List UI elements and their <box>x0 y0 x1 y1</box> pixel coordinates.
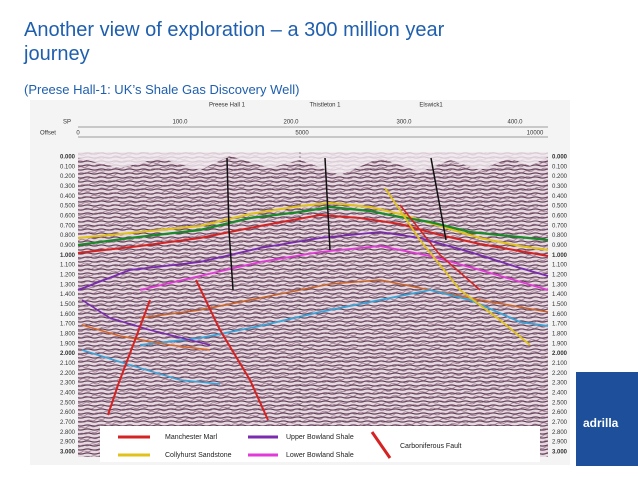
time-label: 0.400 <box>60 194 76 200</box>
time-label: 3.000 <box>552 450 568 456</box>
time-label: 0.500 <box>552 204 568 210</box>
legend-label: Lower Bowland Shale <box>286 452 354 459</box>
offset-tick: 5000 <box>295 131 309 137</box>
time-label: 0.500 <box>60 204 76 210</box>
time-label: 1.100 <box>552 263 568 269</box>
legend: Manchester Marl Collyhurst Sandstone Upp… <box>100 426 540 462</box>
time-label: 2.600 <box>60 410 76 416</box>
well-name: Preese Hall 1 <box>209 103 246 109</box>
time-label: 1.000 <box>60 253 76 259</box>
time-label: 1.300 <box>60 282 76 288</box>
time-label: 0.800 <box>552 233 568 239</box>
time-label: 2.700 <box>552 420 568 426</box>
sp-tick: 300.0 <box>396 120 412 126</box>
well-name: Thistleton 1 <box>309 103 341 109</box>
offset-tick: 10000 <box>527 131 544 137</box>
seismic-section: Preese Hall 1 Thistleton 1 Elswick1 SP 1… <box>30 100 570 465</box>
sp-tick: 400.0 <box>507 120 523 126</box>
time-label: 2.700 <box>60 420 76 426</box>
time-label: 0.100 <box>552 164 568 170</box>
time-label: 2.300 <box>60 381 76 387</box>
title: Another view of exploration – a 300 mill… <box>23 19 445 65</box>
legend-label: Carboniferous Fault <box>400 443 462 450</box>
time-label: 1.100 <box>60 263 76 269</box>
time-axis: 0.000 0.000 0.100 0.100 0.200 0.200 0.300 0.300… <box>60 155 568 456</box>
sp-tick: 200.0 <box>283 120 299 126</box>
time-label: 1.900 <box>60 341 76 347</box>
offset-label: Offset <box>40 131 56 137</box>
time-label: 0.300 <box>552 184 568 190</box>
logo-text: adrilla <box>583 416 619 430</box>
legend-label: Upper Bowland Shale <box>286 434 354 441</box>
sp-tick: 100.0 <box>172 120 188 126</box>
time-label: 2.000 <box>552 351 568 357</box>
time-label: 2.800 <box>60 430 76 436</box>
time-label: 2.900 <box>60 440 76 446</box>
time-label: 1.700 <box>60 322 76 328</box>
time-label: 1.400 <box>60 292 76 298</box>
time-label: 0.300 <box>60 184 76 190</box>
time-label: 1.800 <box>552 332 568 338</box>
time-label: 0.100 <box>60 164 76 170</box>
logo: adrilla <box>576 372 638 466</box>
sp-label: SP <box>63 120 71 126</box>
time-label: 0.600 <box>60 214 76 220</box>
time-label: 2.600 <box>552 410 568 416</box>
legend-label: Collyhurst Sandstone <box>165 452 232 459</box>
time-label: 1.200 <box>60 273 76 279</box>
time-label: 2.500 <box>60 400 76 406</box>
subtitle: (Preese Hall-1: UK’s Shale Gas Discovery… <box>24 82 300 97</box>
time-label: 1.400 <box>552 292 568 298</box>
time-label: 2.400 <box>60 391 76 397</box>
time-label: 2.400 <box>552 391 568 397</box>
time-label: 1.000 <box>552 253 568 259</box>
time-label: 0.600 <box>552 214 568 220</box>
time-label: 1.600 <box>552 312 568 318</box>
time-label: 3.000 <box>60 450 76 456</box>
well-name: Elswick1 <box>419 103 443 109</box>
time-label: 0.400 <box>552 194 568 200</box>
time-label: 1.300 <box>552 282 568 288</box>
time-label: 2.800 <box>552 430 568 436</box>
time-label: 0.900 <box>60 243 76 249</box>
time-label: 1.600 <box>60 312 76 318</box>
time-label: 1.200 <box>552 273 568 279</box>
time-label: 2.900 <box>552 440 568 446</box>
time-label: 2.500 <box>552 400 568 406</box>
time-label: 0.800 <box>60 233 76 239</box>
time-label: 2.100 <box>552 361 568 367</box>
time-label: 2.200 <box>60 371 76 377</box>
legend-label: Manchester Marl <box>165 434 218 441</box>
time-label: 1.900 <box>552 341 568 347</box>
time-label: 0.700 <box>552 223 568 229</box>
time-label: 2.300 <box>552 381 568 387</box>
time-label: 0.000 <box>60 155 76 161</box>
time-label: 0.200 <box>552 174 568 180</box>
time-label: 1.500 <box>60 302 76 308</box>
time-label: 2.100 <box>60 361 76 367</box>
offset-tick: 0 <box>76 131 80 137</box>
time-label: 2.000 <box>60 351 76 357</box>
time-label: 1.500 <box>552 302 568 308</box>
time-label: 2.200 <box>552 371 568 377</box>
time-label: 0.000 <box>552 155 568 161</box>
time-label: 1.700 <box>552 322 568 328</box>
time-label: 0.700 <box>60 223 76 229</box>
time-label: 0.900 <box>552 243 568 249</box>
time-label: 0.200 <box>60 174 76 180</box>
time-label: 1.800 <box>60 332 76 338</box>
